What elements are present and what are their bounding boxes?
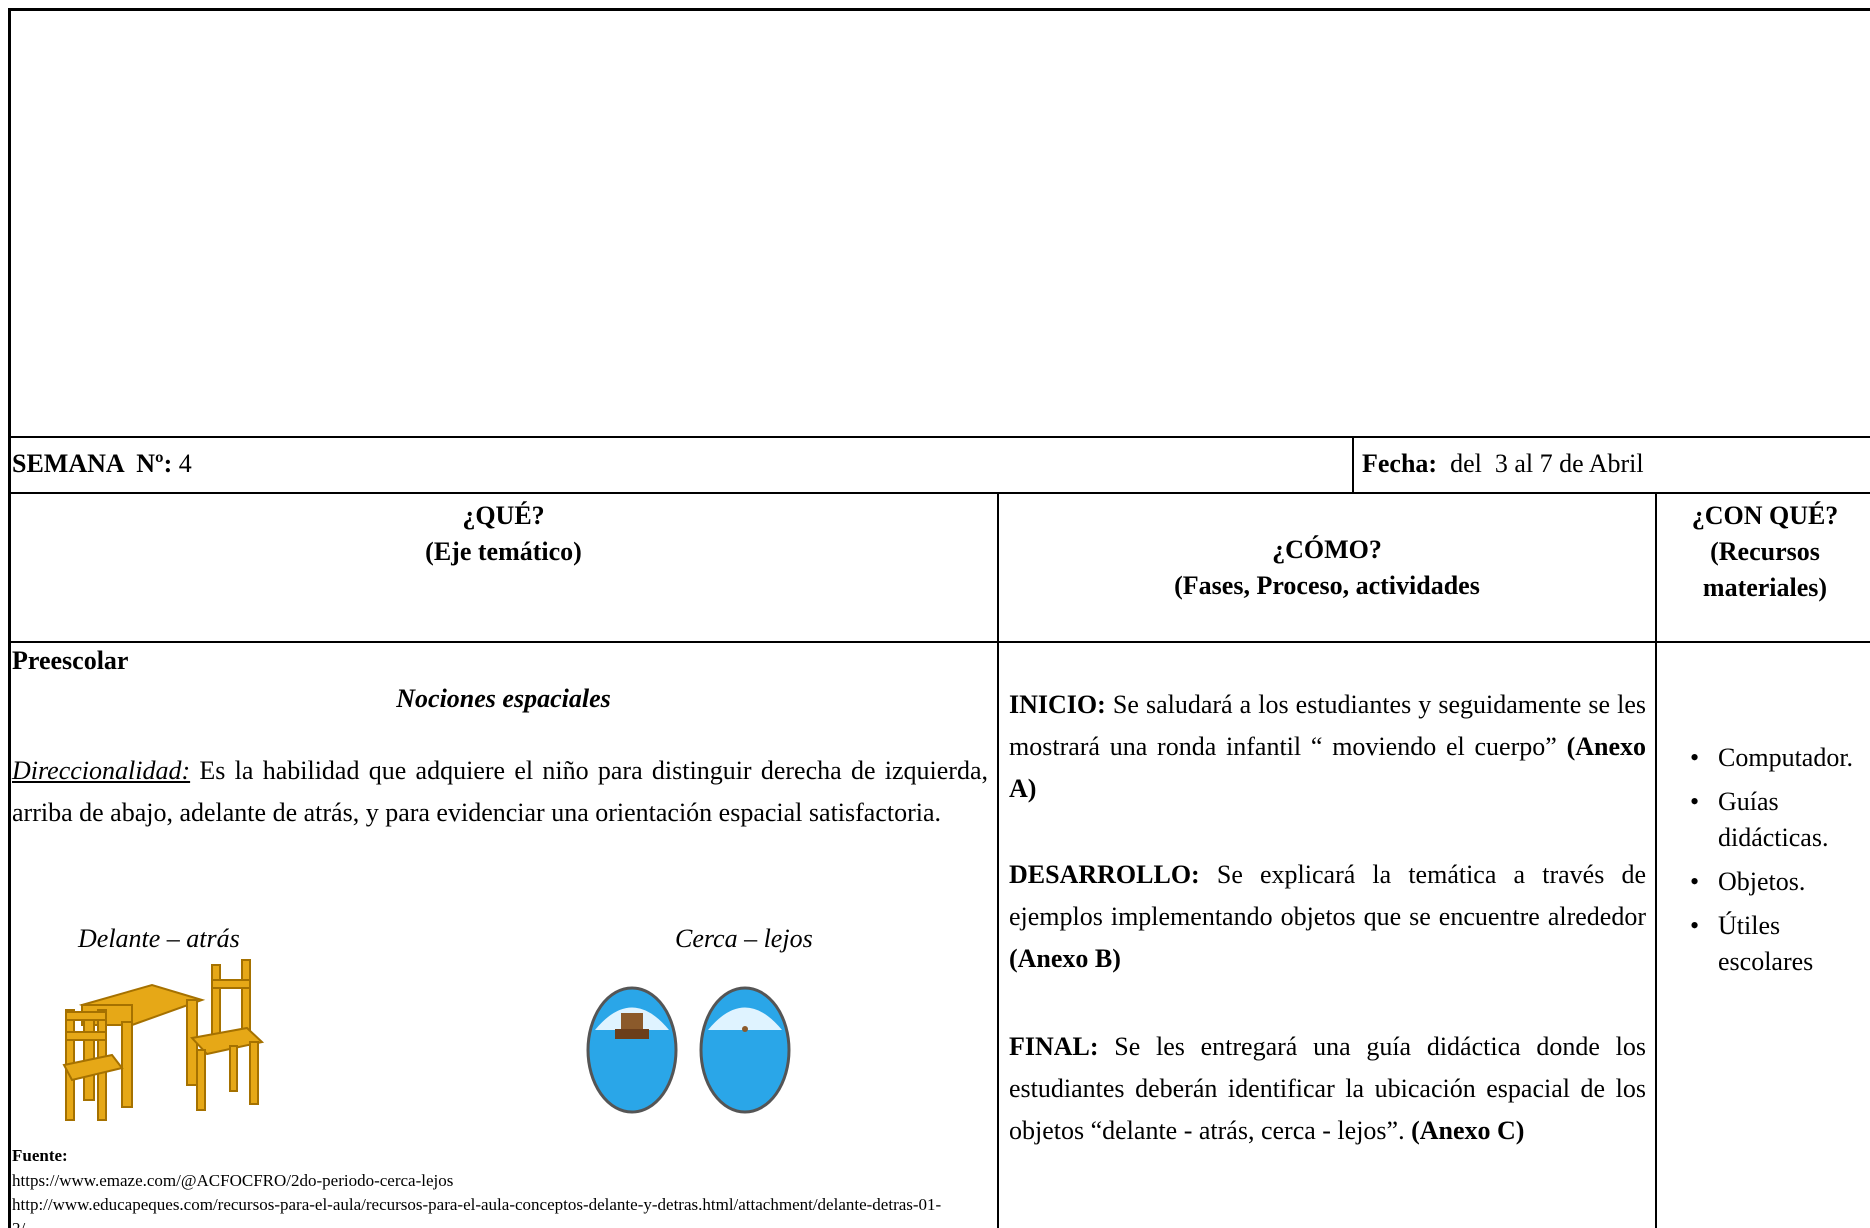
furniture-image xyxy=(62,959,265,1121)
text: Se saludará a los estudiantes y seguidam… xyxy=(1009,690,1646,761)
subtitle: (Eje temático) xyxy=(425,537,582,566)
border xyxy=(1352,436,1354,493)
phase: DESARROLLO: xyxy=(1009,860,1200,889)
phase: FINAL: xyxy=(1009,1032,1099,1061)
source: http://www.educapeques.com/recursos-para… xyxy=(12,1195,942,1228)
reference: (Anexo B) xyxy=(1009,944,1121,973)
border xyxy=(997,492,999,1228)
example: Cerca – lejos xyxy=(675,924,813,953)
subtitle: (Fases, Proceso, actividades xyxy=(1174,571,1480,600)
resource: Objetos. xyxy=(1690,864,1868,900)
label: Fecha: xyxy=(1362,449,1438,478)
definition: Direccionalidad: Es la habilidad que adq… xyxy=(12,750,988,834)
title: ¿CON QUÉ? xyxy=(1691,501,1839,530)
border xyxy=(8,436,1870,438)
topic: Nociones espaciales xyxy=(396,684,611,713)
value: 4 xyxy=(178,449,192,478)
resource: Guías didácticas. xyxy=(1690,784,1868,856)
source-label: Fuente: xyxy=(12,1146,68,1165)
subtitle: (Recursos materiales) xyxy=(1702,537,1828,602)
semana: SEMANA Nº: 4 xyxy=(12,449,192,479)
ocean-image xyxy=(586,986,791,1114)
resource: Útiles escolares xyxy=(1690,908,1868,980)
activity: FINAL: Se les entregará una guía didácti… xyxy=(1009,1026,1646,1152)
resource: Computador. xyxy=(1690,740,1868,776)
border xyxy=(8,492,1870,494)
border xyxy=(8,8,11,1228)
header: ¿CÓMO? (Fases, Proceso, actividades xyxy=(999,532,1655,604)
reference: (Anexo C) xyxy=(1411,1116,1525,1145)
example: Delante – atrás xyxy=(78,924,240,953)
value: del 3 al 7 de Abril xyxy=(1450,449,1644,478)
header: ¿QUÉ? (Eje temático) xyxy=(10,498,997,570)
text: Se explicará la temática a través de eje… xyxy=(1009,860,1647,931)
title: ¿QUÉ? xyxy=(462,501,545,530)
resource-list: Computador. Guías didácticas. Objetos. Útil… xyxy=(1690,740,1868,988)
phase: INICIO: xyxy=(1009,690,1106,719)
border xyxy=(8,641,1870,643)
border xyxy=(1655,492,1657,1228)
level: Preescolar xyxy=(12,646,129,675)
border xyxy=(8,8,1870,11)
title: ¿CÓMO? xyxy=(1272,535,1382,564)
activity: INICIO: Se saludará a los estudiantes y … xyxy=(1009,684,1646,810)
term: Direccionalidad: xyxy=(12,756,191,785)
activity: DESARROLLO: Se explicará la temática a t… xyxy=(1009,854,1646,980)
source: https://www.emaze.com/@ACFOCFRO/2do-peri… xyxy=(12,1171,454,1190)
text: Se les entregará una guía didáctica dond… xyxy=(1009,1032,1646,1145)
reference: (Anexo A) xyxy=(1009,732,1646,803)
header: ¿CON QUÉ? (Recursos materiales) xyxy=(1670,498,1860,606)
text: Es la habilidad que adquiere el niño par… xyxy=(12,756,988,827)
label: SEMANA Nº: xyxy=(12,449,173,478)
fecha: Fecha: del 3 al 7 de Abril xyxy=(1362,449,1644,479)
